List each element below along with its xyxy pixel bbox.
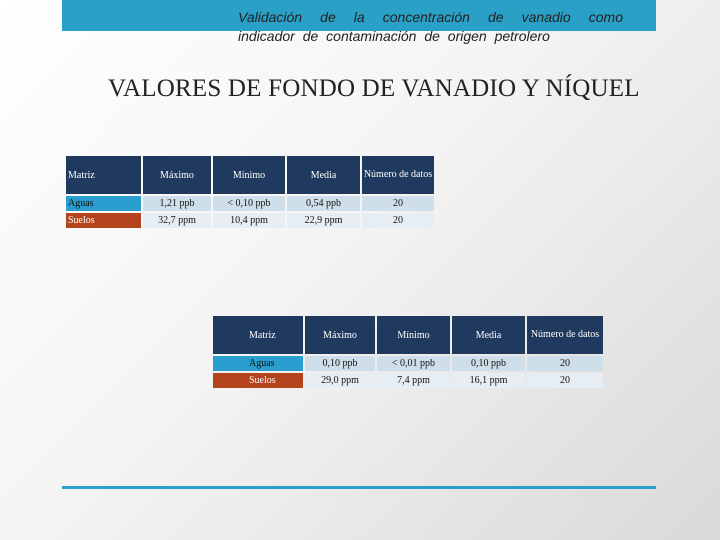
header-media: Media	[287, 156, 360, 194]
cell-numero-datos: 20	[362, 213, 434, 228]
cell-media: 16,1 ppm	[452, 373, 525, 388]
header-maximo: Máximo	[305, 316, 375, 354]
row-label-suelos: Suelos	[66, 213, 141, 228]
header-matriz: Matriz	[66, 156, 141, 194]
header-numero-datos: Número de datos	[527, 316, 603, 354]
slide-title: VALORES DE FONDO DE VANADIO Y NÍQUEL	[108, 75, 640, 102]
header-matriz: Matriz	[213, 316, 303, 354]
slide-subtitle: Validación de la concentración de vanadi…	[238, 9, 623, 44]
row-label-aguas: Aguas	[66, 196, 141, 211]
row-label-aguas: Aguas	[213, 356, 303, 371]
table-row: Suelos 32,7 ppm 10,4 ppm 22,9 ppm 20	[66, 213, 434, 228]
cell-minimo: 7,4 ppm	[377, 373, 450, 388]
table-header-row: Matriz Máximo Mínimo Media Número de dat…	[213, 316, 603, 354]
cell-numero-datos: 20	[527, 373, 603, 388]
header-minimo: Mínimo	[377, 316, 450, 354]
cell-media: 0,10 ppb	[452, 356, 525, 371]
vanadium-table: Matriz Máximo Mínimo Media Número de dat…	[64, 154, 436, 230]
cell-numero-datos: 20	[527, 356, 603, 371]
nickel-table: Matriz Máximo Mínimo Media Número de dat…	[211, 314, 605, 390]
table-row: Aguas 1,21 ppb < 0,10 ppb 0,54 ppb 20	[66, 196, 434, 211]
cell-maximo: 0,10 ppb	[305, 356, 375, 371]
cell-minimo: < 0,10 ppb	[213, 196, 285, 211]
header-maximo: Máximo	[143, 156, 211, 194]
header-numero-datos: Número de datos	[362, 156, 434, 194]
table-header-row: Matriz Máximo Mínimo Media Número de dat…	[66, 156, 434, 194]
cell-minimo: 10,4 ppm	[213, 213, 285, 228]
row-label-suelos: Suelos	[213, 373, 303, 388]
cell-maximo: 29,0 ppm	[305, 373, 375, 388]
table-row: Aguas 0,10 ppb < 0,01 ppb 0,10 ppb 20	[213, 356, 603, 371]
cell-numero-datos: 20	[362, 196, 434, 211]
table-row: Suelos 29,0 ppm 7,4 ppm 16,1 ppm 20	[213, 373, 603, 388]
header-bar	[62, 0, 656, 31]
header-minimo: Mínimo	[213, 156, 285, 194]
cell-media: 22,9 ppm	[287, 213, 360, 228]
cell-media: 0,54 ppb	[287, 196, 360, 211]
cell-minimo: < 0,01 ppb	[377, 356, 450, 371]
header-media: Media	[452, 316, 525, 354]
footer-divider	[62, 486, 656, 489]
cell-maximo: 32,7 ppm	[143, 213, 211, 228]
cell-maximo: 1,21 ppb	[143, 196, 211, 211]
